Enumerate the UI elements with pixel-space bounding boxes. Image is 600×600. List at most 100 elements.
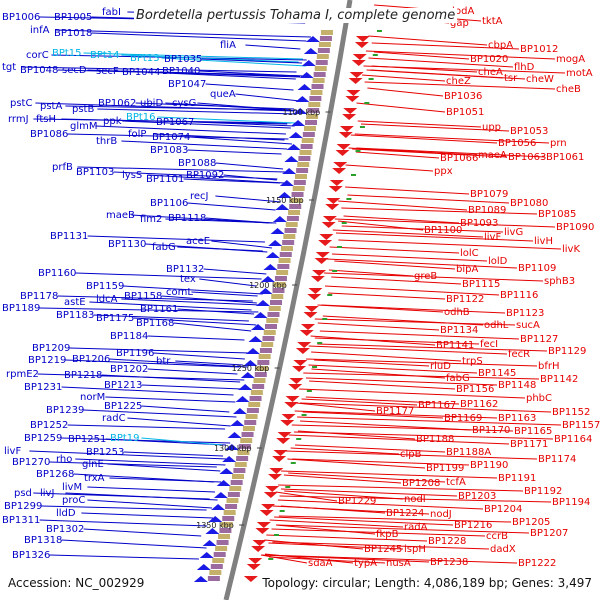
gene-label: BP1062 [98, 98, 136, 109]
gene-leader-line [223, 174, 277, 181]
cog-block [274, 276, 287, 281]
kbp-tick-label: 1250 kbp [232, 364, 270, 373]
gene-leader-line [272, 541, 490, 550]
gene-leader-line [331, 276, 462, 285]
forward-gene-arrow [277, 192, 292, 198]
cog-block [232, 474, 245, 479]
rna-marker [317, 342, 323, 344]
gene-label: BP1219 [28, 355, 66, 366]
reverse-gene-arrow [348, 78, 363, 84]
gene-label: odhL [484, 320, 509, 331]
gene-label: psd [14, 488, 32, 499]
gene-label: BP1196 [116, 348, 154, 359]
reverse-gene-arrow [315, 252, 330, 258]
gene-leader-line [297, 416, 562, 426]
gene-label: BP1192 [524, 486, 562, 497]
reverse-gene-arrow [354, 42, 369, 48]
gene-leader-line [105, 396, 236, 403]
gene-label: BP1225 [104, 401, 142, 412]
gene-leader-line [373, 51, 470, 60]
reverse-gene-arrow [326, 198, 341, 204]
rna-marker [341, 222, 347, 224]
gene-leader-line [323, 272, 544, 282]
reverse-gene-arrow [338, 132, 353, 138]
gene-leader-line [141, 384, 242, 390]
gene-label: BP1115 [462, 279, 500, 290]
gene-leader-line [291, 424, 514, 432]
cog-block [284, 228, 297, 233]
reverse-gene-arrow [351, 60, 366, 66]
gene-leader-line [49, 461, 217, 468]
gene-leader-line [328, 269, 414, 277]
gene-leader-line [299, 420, 472, 431]
forward-gene-arrow [193, 576, 208, 582]
reverse-gene-arrow [276, 438, 291, 444]
reverse-gene-arrow [332, 168, 347, 174]
gene-label: fabG [446, 373, 470, 384]
cog-block [316, 54, 329, 59]
cog-block [280, 246, 293, 251]
gene-label: ftsH [36, 114, 56, 125]
rna-marker [364, 102, 370, 104]
gene-label: BPt13 [130, 53, 160, 64]
cog-block [278, 258, 291, 263]
gene-leader-line [121, 54, 299, 63]
reverse-gene-arrow [280, 420, 295, 426]
gene-label: BP1116 [500, 290, 538, 301]
gene-label: BP1157 [562, 420, 600, 431]
reverse-gene-arrow [328, 186, 343, 192]
gene-label: astE [64, 297, 86, 308]
reverse-gene-arrow [252, 540, 267, 546]
gene-leader-line [365, 50, 556, 60]
gene-leader-line [367, 87, 444, 97]
gene-label: corC [26, 50, 49, 61]
gene-leader-line [161, 57, 307, 67]
reverse-gene-arrow [255, 528, 270, 534]
rna-marker [336, 246, 342, 248]
cog-block [320, 30, 333, 35]
reverse-gene-arrow [352, 54, 367, 60]
reverse-gene-arrow [301, 324, 316, 330]
forward-gene-arrow [282, 168, 297, 174]
cog-block [317, 48, 330, 53]
cog-block [246, 408, 259, 413]
cog-block [282, 240, 295, 245]
cog-block [265, 324, 278, 329]
gene-leader-line [41, 505, 207, 511]
gene-leader-line [302, 411, 444, 419]
gene-leader-line [177, 308, 255, 315]
feature-tracks [193, 30, 382, 582]
gene-leader-line [107, 463, 221, 472]
rna-marker [268, 558, 274, 560]
gene-label: BP1160 [38, 268, 76, 279]
forward-gene-arrow [199, 552, 214, 558]
reverse-gene-arrow [297, 342, 312, 348]
gene-label: BP1080 [510, 198, 548, 209]
cog-block [226, 498, 239, 503]
cog-block [258, 354, 271, 359]
gene-leader-line [147, 335, 245, 341]
cog-block [313, 72, 326, 77]
gene-label: BP1239 [46, 405, 84, 416]
reverse-gene-arrow [273, 450, 288, 456]
gene-leader-line [356, 147, 546, 158]
genome-summary: Topology: circular; Length: 4,086,189 bp… [262, 576, 592, 590]
gene-leader-line [21, 66, 297, 73]
reverse-gene-arrow [263, 492, 278, 498]
cog-block [319, 36, 332, 41]
gene-label: BP1164 [554, 434, 592, 445]
gene-leader-line [332, 229, 484, 238]
gene-leader-line [276, 524, 530, 534]
gene-leader-line [75, 458, 226, 466]
gene-label: BP1218 [64, 370, 102, 381]
rna-marker [368, 78, 374, 80]
gene-label: BP1209 [32, 343, 70, 354]
cog-block [262, 336, 275, 341]
forward-gene-arrow [205, 528, 220, 534]
cog-block [298, 156, 311, 161]
gene-label: nodJ [430, 509, 452, 520]
gene-label: BP1224 [386, 508, 424, 519]
cog-block [318, 42, 331, 47]
gene-leader-line [279, 495, 552, 503]
gene-leader-line [83, 409, 237, 418]
